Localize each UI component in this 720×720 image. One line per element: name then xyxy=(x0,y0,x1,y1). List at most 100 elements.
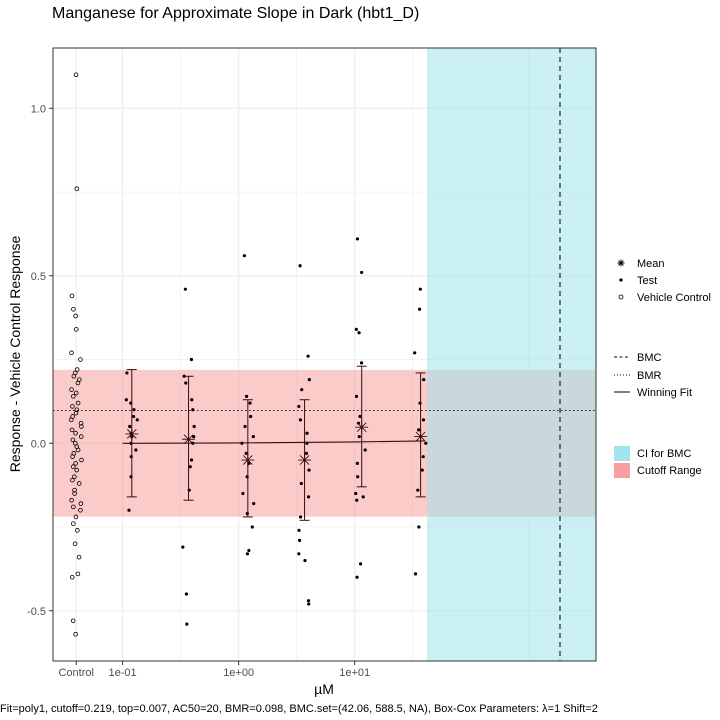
vehicle-control-point xyxy=(78,357,83,362)
vehicle-control-point xyxy=(69,427,75,433)
test-point xyxy=(307,378,311,382)
vehicle-control-point xyxy=(73,390,79,396)
mean-marker xyxy=(355,420,369,434)
test-point xyxy=(298,515,303,519)
test-point xyxy=(181,545,185,549)
plot-panel xyxy=(52,47,597,662)
test-point xyxy=(189,458,194,462)
test-point xyxy=(244,451,248,455)
test-point xyxy=(422,378,426,382)
y-tick-label: 0.5 xyxy=(31,271,46,283)
test-point xyxy=(132,408,136,412)
legend-label: Mean xyxy=(637,258,665,270)
mean-markers xyxy=(125,420,428,467)
test-point xyxy=(354,327,358,331)
vehicle-control-point xyxy=(69,497,74,503)
y-axis-title: Response - Vehicle Control Response xyxy=(7,235,23,472)
vehicle-control-point xyxy=(70,437,76,443)
test-point xyxy=(251,434,255,439)
vehicle-control-point xyxy=(74,467,80,473)
vehicle-control-point xyxy=(70,477,75,483)
vehicle-control-point xyxy=(75,571,81,577)
test-point xyxy=(184,381,188,385)
vehicle-control-point xyxy=(74,186,80,191)
vehicle-control-point xyxy=(76,554,82,560)
test-point xyxy=(307,602,311,606)
vehicle-control-point xyxy=(70,394,76,399)
test-point xyxy=(300,388,304,392)
test-point xyxy=(303,558,307,563)
test-point xyxy=(185,622,189,626)
test-point xyxy=(297,404,301,409)
test-point xyxy=(417,428,421,432)
test-point xyxy=(297,552,301,556)
vehicle-control-point xyxy=(75,447,81,453)
vehicle-control-point xyxy=(78,507,83,513)
vehicle-control-point xyxy=(72,541,78,547)
winning-fit-line xyxy=(122,440,425,444)
legend: Mean Test Vehicle Control BMC BMR Winning Fit… xyxy=(614,258,711,478)
test-point xyxy=(299,481,303,486)
test-point xyxy=(420,468,424,472)
test-point xyxy=(134,448,138,452)
test-point xyxy=(307,468,311,472)
vehicle-control-point xyxy=(68,417,74,423)
test-point xyxy=(184,592,189,596)
test-point xyxy=(192,434,196,439)
mean-marker xyxy=(241,453,255,467)
test-point xyxy=(135,418,139,422)
test-point xyxy=(355,575,359,579)
test-point xyxy=(416,488,420,492)
mean-marker xyxy=(298,453,312,467)
x-tick-label: Control xyxy=(58,667,93,679)
test-point xyxy=(245,512,249,516)
vehicle-control-point xyxy=(73,461,78,466)
vehicle-control-point xyxy=(69,350,74,356)
test-point xyxy=(355,237,360,241)
legend-label: Cutoff Range xyxy=(637,465,702,477)
test-point xyxy=(124,398,128,402)
vehicle-control-point xyxy=(79,424,84,429)
test-point xyxy=(358,414,362,419)
test-point xyxy=(298,264,302,268)
vehicle-control-point xyxy=(69,387,74,392)
x-axis-title: µM xyxy=(314,681,334,697)
test-point xyxy=(306,495,311,499)
legend-fill-swatch xyxy=(614,463,630,478)
vehicle-control-point xyxy=(69,574,75,580)
vehicle-control-point xyxy=(72,491,77,496)
test-point xyxy=(357,434,361,439)
test-point xyxy=(125,371,129,375)
legend-label: Winning Fit xyxy=(637,387,692,399)
vehicle-control-point xyxy=(72,487,77,493)
x-axis-ticks: Control 1e-01 1e+00 1e+01 xyxy=(58,661,370,679)
test-point xyxy=(128,424,132,429)
bmc-ci-band xyxy=(427,48,596,661)
vehicle-control-point xyxy=(71,306,76,312)
test-point xyxy=(354,491,358,496)
vehicle-control-point xyxy=(71,521,76,526)
vehicle-control-point xyxy=(78,434,84,439)
test-point xyxy=(127,508,131,512)
vehicle-control-point xyxy=(75,528,80,533)
vehicle-control-point xyxy=(75,400,81,406)
test-point xyxy=(183,287,187,291)
test-point xyxy=(190,398,194,402)
vehicle-control-point xyxy=(72,474,77,480)
test-point xyxy=(248,401,252,405)
test-point xyxy=(249,414,253,419)
test-point xyxy=(355,498,359,502)
y-tick-label: -0.5 xyxy=(27,606,46,618)
vehicle-control-point xyxy=(73,313,78,319)
legend-test-icon xyxy=(619,278,623,282)
vehicle-control-point xyxy=(78,420,84,426)
test-point xyxy=(424,441,428,445)
test-point xyxy=(355,461,359,465)
test-point xyxy=(129,455,133,459)
mean-marker xyxy=(125,427,139,441)
vehicle-control-point xyxy=(76,481,82,486)
test-point xyxy=(247,548,251,553)
test-point xyxy=(306,599,311,603)
test-point xyxy=(189,357,194,362)
test-point xyxy=(244,394,249,398)
